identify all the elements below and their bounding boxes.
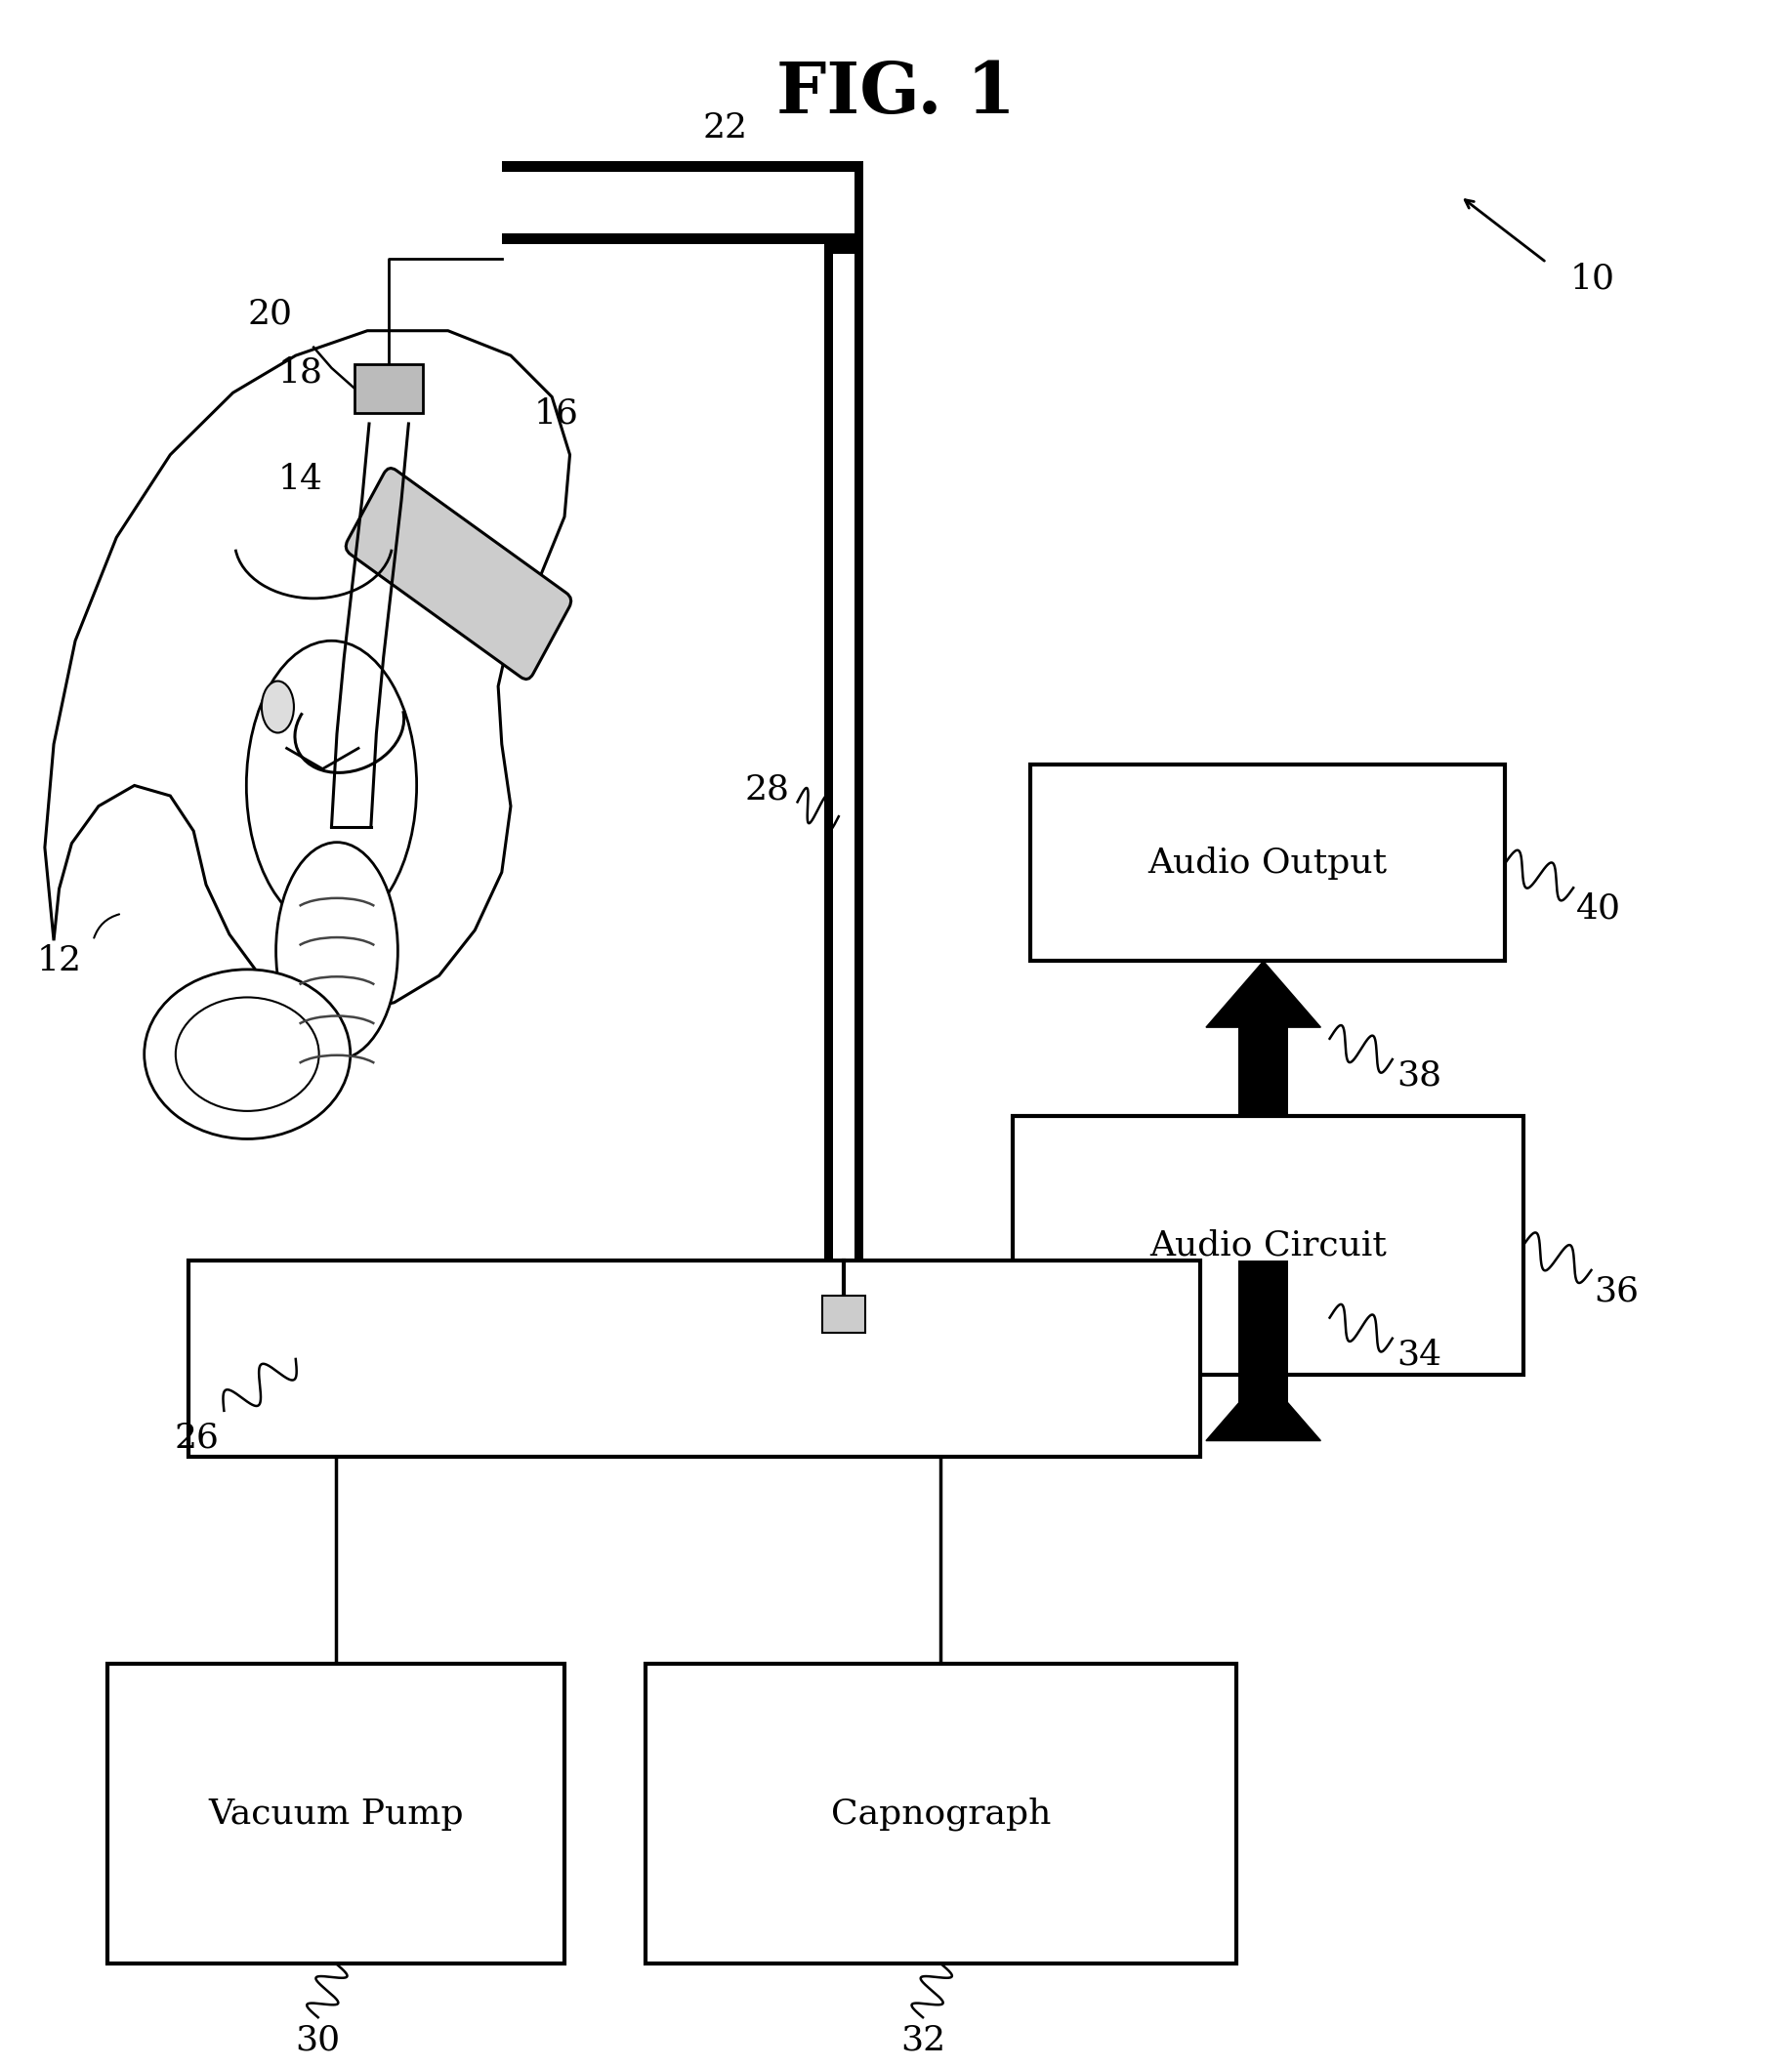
Ellipse shape bbox=[143, 969, 351, 1139]
Text: Capnograph: Capnograph bbox=[831, 1796, 1050, 1831]
Bar bbox=[823, 1296, 866, 1333]
Bar bbox=[188, 1261, 1201, 1457]
Text: 16: 16 bbox=[534, 397, 579, 430]
Bar bbox=[824, 244, 864, 1261]
Text: 26: 26 bbox=[176, 1420, 219, 1455]
Bar bbox=[1238, 1027, 1288, 1116]
Polygon shape bbox=[1206, 1375, 1321, 1441]
Bar bbox=[502, 161, 864, 244]
FancyBboxPatch shape bbox=[346, 467, 572, 680]
Text: 20: 20 bbox=[247, 298, 292, 331]
Text: 38: 38 bbox=[1396, 1058, 1443, 1093]
Bar bbox=[1012, 1116, 1523, 1375]
Bar bbox=[833, 254, 855, 1261]
Bar bbox=[502, 172, 855, 234]
Ellipse shape bbox=[176, 998, 319, 1112]
Text: Audio Circuit: Audio Circuit bbox=[1149, 1228, 1387, 1263]
Bar bbox=[355, 364, 423, 413]
Text: 40: 40 bbox=[1575, 891, 1622, 926]
Text: 28: 28 bbox=[744, 773, 790, 806]
Ellipse shape bbox=[262, 682, 294, 734]
Text: 32: 32 bbox=[900, 2024, 946, 2057]
Text: 10: 10 bbox=[1570, 263, 1615, 296]
PathPatch shape bbox=[45, 331, 570, 1013]
Text: 22: 22 bbox=[702, 112, 747, 145]
Bar bbox=[645, 1664, 1236, 1964]
Text: 36: 36 bbox=[1593, 1273, 1640, 1308]
Text: 14: 14 bbox=[278, 463, 323, 496]
Text: 12: 12 bbox=[36, 945, 82, 978]
Text: FIG. 1: FIG. 1 bbox=[776, 58, 1016, 128]
Polygon shape bbox=[1206, 961, 1321, 1027]
Text: Vacuum Pump: Vacuum Pump bbox=[208, 1796, 464, 1831]
Ellipse shape bbox=[246, 641, 416, 930]
Bar bbox=[108, 1664, 564, 1964]
Bar bbox=[1238, 1261, 1288, 1441]
Text: 30: 30 bbox=[296, 2024, 340, 2057]
Text: 34: 34 bbox=[1396, 1337, 1443, 1372]
Text: Audio Output: Audio Output bbox=[1149, 845, 1387, 881]
Text: 18: 18 bbox=[278, 356, 323, 389]
Bar bbox=[1030, 765, 1505, 961]
Ellipse shape bbox=[276, 843, 398, 1058]
